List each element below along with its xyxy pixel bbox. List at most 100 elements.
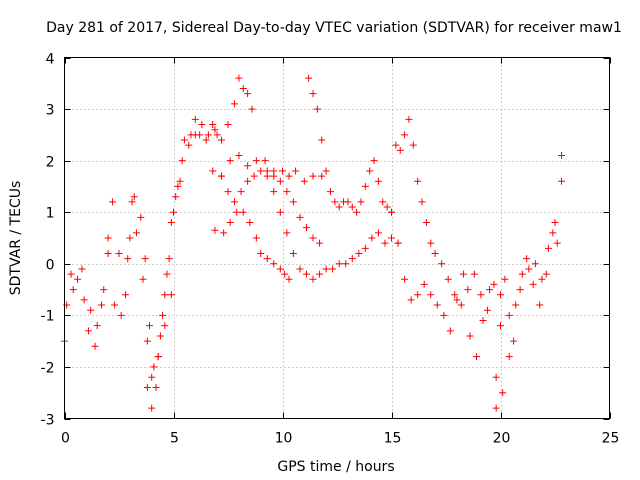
data-point [309, 90, 317, 98]
x-tick-label: 10 [275, 431, 293, 447]
data-point [497, 291, 504, 299]
data-point [516, 286, 524, 294]
data-point [204, 131, 212, 139]
data-point [396, 146, 404, 154]
data-point [300, 177, 308, 185]
data-point [322, 265, 330, 273]
y-axis-label: SDTVAR / TECUs [8, 181, 24, 296]
data-point [80, 296, 88, 304]
data-point [342, 260, 350, 268]
data-point [178, 157, 186, 165]
data-point [414, 177, 422, 185]
series-trace-i [392, 115, 504, 314]
data-point [141, 255, 149, 263]
data-point [108, 198, 116, 206]
data-point [383, 203, 391, 211]
data-point [148, 373, 156, 381]
data-point [98, 301, 106, 309]
data-point [172, 193, 180, 201]
data-point [126, 234, 134, 242]
data-point [531, 260, 539, 268]
data-point [479, 317, 487, 325]
data-point [433, 301, 441, 309]
data-point [374, 177, 382, 185]
x-tick-label: 20 [493, 431, 511, 447]
series-trace-e [217, 167, 324, 247]
x-tick-label: 5 [170, 431, 179, 447]
data-point [231, 100, 239, 108]
data-point [252, 234, 260, 242]
data-point [370, 157, 378, 165]
series-trace-h [305, 74, 395, 216]
data-point [170, 208, 177, 216]
data-point [388, 234, 395, 242]
data-point [401, 131, 409, 139]
data-point [270, 260, 278, 268]
data-point [316, 270, 324, 278]
data-point [93, 322, 101, 330]
data-point [453, 296, 461, 304]
data-point [313, 105, 321, 113]
data-point [285, 275, 293, 283]
series-trace-j [388, 177, 566, 397]
y-tick-label: -1 [41, 309, 55, 325]
data-point [505, 311, 513, 319]
data-point [248, 105, 256, 113]
data-point [302, 224, 310, 232]
data-point [226, 157, 234, 165]
data-point [283, 188, 291, 196]
data-point [344, 198, 352, 206]
data-point [239, 208, 247, 216]
data-point [331, 198, 339, 206]
grid [64, 57, 610, 419]
data-point [196, 131, 204, 139]
data-point [348, 203, 356, 211]
data-point [318, 172, 326, 180]
data-point [69, 286, 77, 294]
data-point [427, 291, 435, 299]
x-tick-label: 0 [61, 431, 70, 447]
data-point [111, 301, 119, 309]
data-point [318, 136, 326, 144]
data-point [355, 249, 363, 257]
data-point [388, 208, 395, 216]
data-point [309, 275, 317, 283]
data-point [409, 141, 417, 149]
data-point [466, 332, 474, 340]
data-point [279, 167, 286, 175]
x-tick-labels: 0 5 10 15 20 25 [61, 431, 619, 447]
data-point [167, 219, 175, 227]
data-point [104, 234, 112, 242]
x-tick-label: 25 [602, 431, 620, 447]
data-point [263, 172, 271, 180]
data-point [122, 291, 130, 299]
data-point [226, 219, 234, 227]
data-point [161, 322, 169, 330]
data-point [292, 167, 300, 175]
data-point [84, 327, 92, 335]
data-point [130, 193, 138, 201]
data-point [549, 229, 557, 237]
data-point [438, 260, 446, 268]
data-point [394, 239, 402, 247]
data-point [91, 342, 99, 350]
data-point [78, 265, 86, 273]
data-point [250, 172, 258, 180]
data-point [422, 219, 430, 227]
data-point [244, 90, 252, 98]
data-point [501, 275, 509, 283]
data-point [446, 327, 454, 335]
data-point [165, 255, 173, 263]
data-point [296, 265, 304, 273]
data-point [366, 167, 374, 175]
data-point [74, 275, 82, 283]
data-point [381, 239, 389, 247]
data-point [451, 291, 459, 299]
data-point [146, 322, 154, 330]
data-point [309, 172, 317, 180]
data-point [263, 255, 271, 263]
data-point [154, 353, 162, 361]
data-point [361, 182, 369, 190]
data-point [440, 311, 448, 319]
